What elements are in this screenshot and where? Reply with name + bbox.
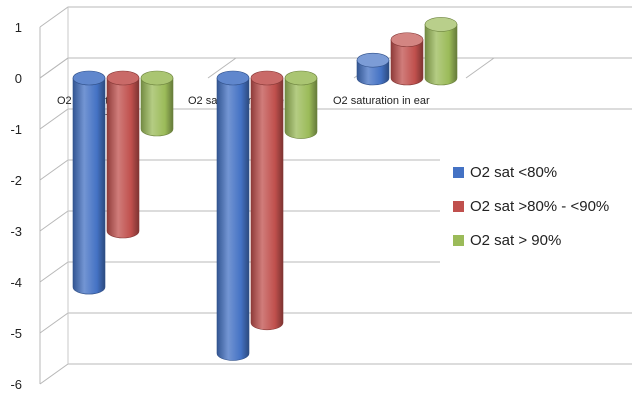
category-label: O2 saturation in ear — [333, 95, 430, 107]
category-divider — [39, 57, 69, 79]
y-tick-label: -4 — [10, 275, 22, 290]
bar-cap — [284, 70, 318, 86]
legend-entry-2: O2 sat >80% - <90% — [453, 198, 609, 215]
y-tick-label: -1 — [10, 122, 22, 137]
legend-entry-3: O2 sat > 90% — [453, 232, 561, 249]
legend-label: O2 sat > 90% — [470, 232, 561, 249]
bar-cap — [250, 70, 284, 86]
bar-cap — [216, 70, 250, 86]
legend-swatch — [453, 167, 464, 178]
bar-3-1 — [356, 52, 390, 86]
legend-swatch — [453, 235, 464, 246]
bars — [72, 17, 458, 361]
y-tick-label: 0 — [15, 71, 22, 86]
bar-3-3 — [424, 17, 458, 86]
y-axis-ticks: 1 0 -1 -2 -3 -4 -5 -6 — [10, 20, 22, 392]
category-divider — [465, 57, 495, 79]
bar-cap — [140, 70, 174, 86]
y-tick-label: -6 — [10, 377, 22, 392]
bar-1-1 — [72, 70, 106, 295]
y-tick-label: -5 — [10, 326, 22, 341]
legend-entry-1: O2 sat <80% — [453, 164, 557, 181]
legend-label: O2 sat >80% - <90% — [470, 198, 609, 215]
bar-3-2 — [390, 32, 424, 86]
y-tick-label: -3 — [10, 224, 22, 239]
bar-body — [106, 77, 140, 239]
legend-label: O2 sat <80% — [470, 164, 557, 181]
bar-body — [216, 77, 250, 361]
bar-2-1 — [216, 70, 250, 361]
bar-cap — [356, 52, 390, 68]
bar-cap — [424, 17, 458, 32]
bar-body — [72, 77, 106, 295]
bar-2-3 — [284, 70, 318, 139]
gridline — [39, 312, 632, 334]
bar-body — [284, 77, 318, 139]
y-tick-label: 1 — [15, 20, 22, 35]
bar-cap — [72, 70, 106, 86]
y-tick-label: -2 — [10, 173, 22, 188]
category-divider — [207, 57, 237, 79]
bar-body — [250, 77, 284, 331]
bar-body — [390, 39, 424, 86]
bar-cap — [390, 32, 424, 48]
bar-1-2 — [106, 70, 140, 239]
legend-swatch — [453, 201, 464, 212]
bar-cap — [106, 70, 140, 86]
bar-1-3 — [140, 70, 174, 137]
gridline — [39, 363, 632, 385]
legend: O2 sat <80% O2 sat >80% - <90% O2 sat > 90… — [440, 150, 632, 268]
gridline — [39, 6, 632, 28]
bar-body — [424, 24, 458, 86]
bar-2-2 — [250, 70, 284, 331]
bar-body — [140, 77, 174, 137]
